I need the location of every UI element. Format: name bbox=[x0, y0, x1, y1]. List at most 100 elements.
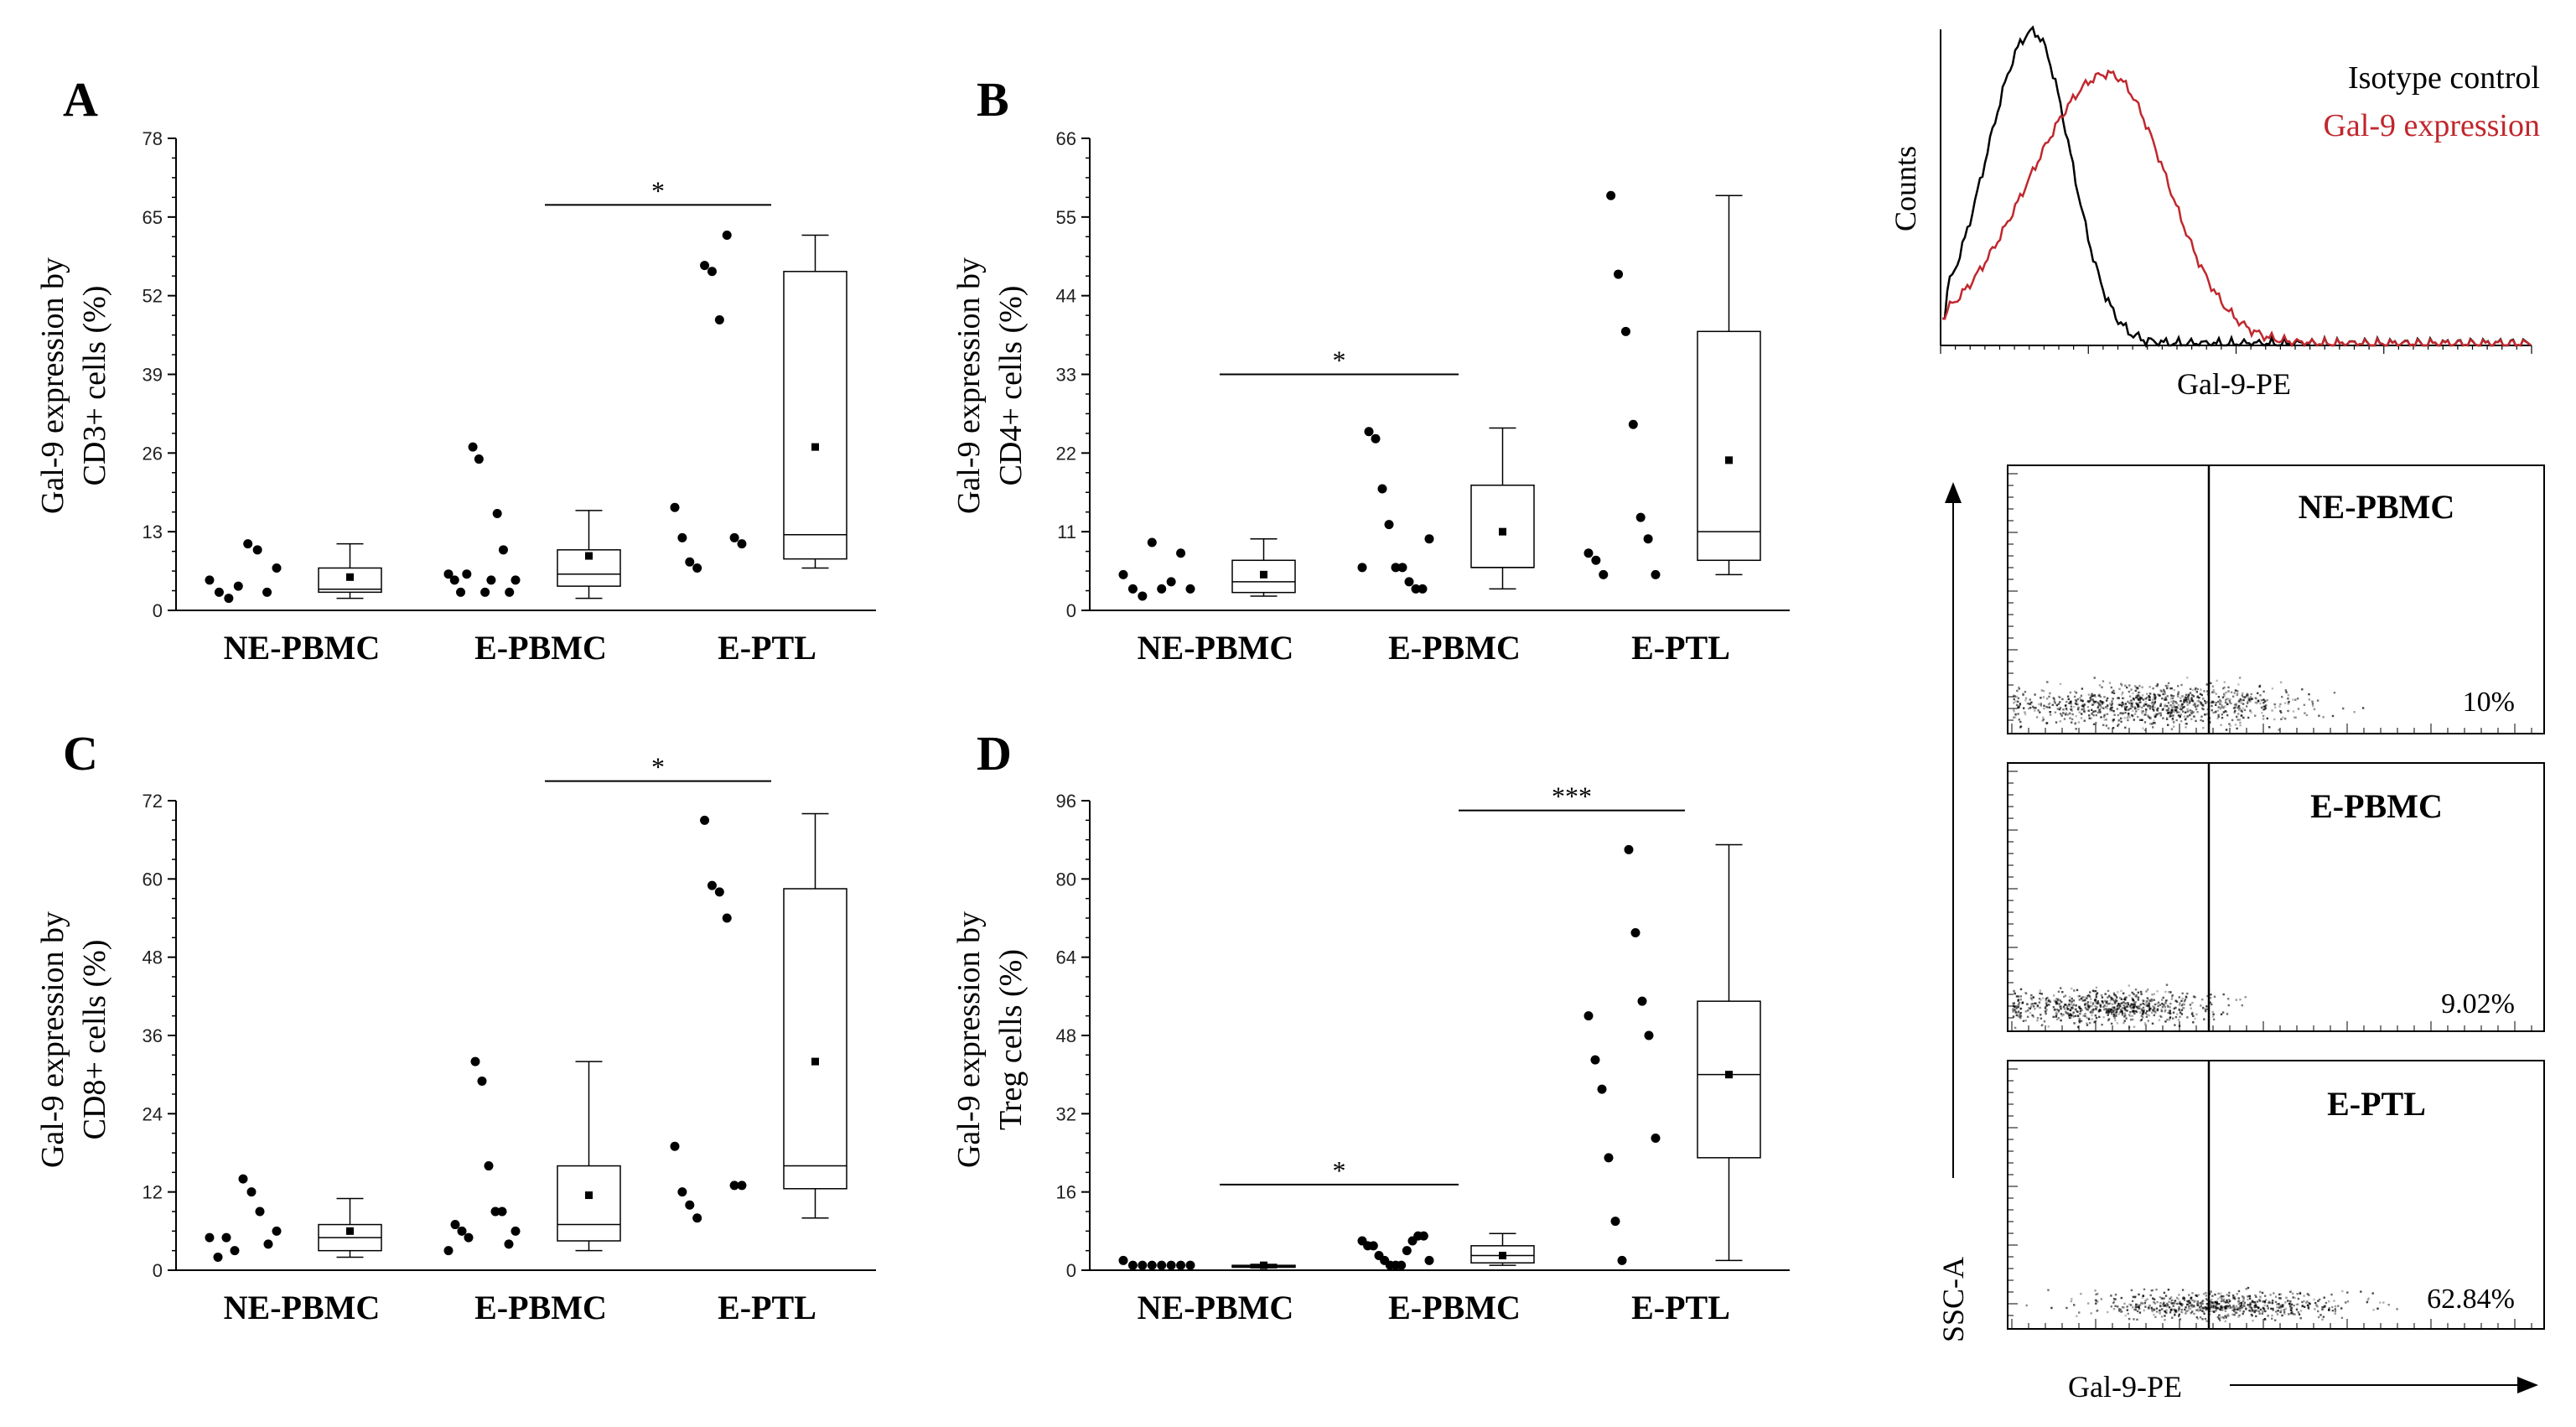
flow-event-dot bbox=[2057, 1017, 2060, 1020]
flow-event-dot bbox=[2186, 703, 2189, 706]
flow-event-dot bbox=[2266, 717, 2268, 720]
flow-event-dot bbox=[2190, 1311, 2192, 1315]
flow-event-dot bbox=[2111, 998, 2113, 1000]
y-tick-label: 48 bbox=[1056, 1025, 1076, 1046]
flow-event-dot bbox=[2276, 1313, 2279, 1315]
flow-event-dot bbox=[2055, 1009, 2058, 1011]
flow-event-dot bbox=[2237, 719, 2239, 721]
flow-event-dot bbox=[2066, 714, 2069, 716]
flow-event-dot bbox=[2148, 1008, 2151, 1011]
flow-event-dot bbox=[2179, 1318, 2182, 1321]
flow-event-dot bbox=[2241, 1004, 2243, 1007]
y-tick-label: 24 bbox=[143, 1103, 163, 1124]
flow-event-dot bbox=[2202, 1293, 2205, 1295]
flow-event-dot bbox=[2055, 998, 2058, 1000]
flow-event-dot bbox=[2057, 998, 2060, 1000]
data-point bbox=[1357, 563, 1367, 573]
flow-event-dot bbox=[2081, 688, 2084, 690]
flow-event-dot bbox=[2123, 1005, 2127, 1008]
flow-event-dot bbox=[2049, 711, 2052, 714]
flow-event-dot bbox=[2202, 1310, 2205, 1313]
flow-event-dot bbox=[2109, 1009, 2112, 1011]
flow-event-dot bbox=[2190, 697, 2193, 699]
flow-event-dot bbox=[2278, 729, 2280, 731]
flow-event-dot bbox=[2224, 1315, 2226, 1317]
flow-event-dot bbox=[2181, 997, 2184, 1000]
flow-event-dot bbox=[2097, 706, 2099, 709]
flow-event-dot bbox=[2143, 704, 2145, 707]
flow-event-dot bbox=[2094, 710, 2097, 713]
flow-event-dot bbox=[2188, 1305, 2190, 1308]
flow-event-dot bbox=[2130, 688, 2133, 691]
flow-event-dot bbox=[2297, 708, 2300, 710]
flow-event-dot bbox=[2014, 713, 2017, 716]
flow-event-dot bbox=[2144, 711, 2148, 714]
flow-event-dot bbox=[2205, 701, 2208, 703]
flow-event-dot bbox=[2078, 999, 2081, 1001]
flow-event-dot bbox=[2187, 710, 2190, 713]
flow-event-dot bbox=[2308, 693, 2310, 696]
data-point bbox=[1185, 584, 1195, 594]
flow-event-dot bbox=[2239, 698, 2242, 701]
data-point bbox=[449, 575, 459, 585]
flow-event-dot bbox=[2254, 1301, 2257, 1305]
y-tick-label: 66 bbox=[1056, 128, 1076, 149]
flow-event-dot bbox=[2140, 1008, 2143, 1010]
flow-event-dot bbox=[2024, 1020, 2027, 1022]
flow-event-dot bbox=[2032, 705, 2034, 708]
flow-event-dot bbox=[2166, 695, 2169, 698]
flow-event-dot bbox=[2154, 1315, 2157, 1318]
flow-event-dot bbox=[2017, 995, 2020, 998]
flow-event-dot bbox=[2156, 1009, 2159, 1012]
flow-event-dot bbox=[2086, 995, 2089, 998]
flow-event-dot bbox=[2152, 1289, 2154, 1292]
flow-event-dot bbox=[2135, 696, 2138, 699]
flow-event-dot bbox=[2200, 693, 2203, 697]
flow-event-dot bbox=[2323, 1305, 2325, 1309]
flow-event-dot bbox=[2138, 694, 2140, 697]
flow-event-dot bbox=[2012, 695, 2015, 698]
flow-event-dot bbox=[2215, 693, 2217, 695]
flow-event-dot bbox=[2243, 1303, 2246, 1306]
flow-event-dot bbox=[2132, 1295, 2134, 1298]
flow-event-dot bbox=[2211, 704, 2213, 708]
data-point bbox=[677, 1187, 687, 1197]
flow-event-dot bbox=[2296, 698, 2299, 700]
flow-event-dot bbox=[2247, 1304, 2249, 1306]
flow-event-dot bbox=[2110, 1295, 2112, 1297]
box-mean-marker bbox=[585, 1191, 593, 1200]
flow-event-dot bbox=[2162, 1302, 2164, 1305]
flow-event-dot bbox=[2196, 1317, 2200, 1321]
flow-event-dot bbox=[2209, 1302, 2211, 1305]
flow-event-dot bbox=[2123, 1020, 2126, 1022]
flow-event-dot bbox=[2081, 699, 2084, 702]
flow-event-dot bbox=[2289, 1305, 2292, 1307]
flow-event-dot bbox=[2121, 1007, 2124, 1009]
significance-label: * bbox=[1333, 1155, 1346, 1186]
flow-event-dot bbox=[2034, 1002, 2038, 1005]
flow-event-dot bbox=[2387, 1304, 2390, 1306]
flow-event-dot bbox=[2095, 1302, 2097, 1305]
flow-event-dot bbox=[2178, 1313, 2180, 1315]
flow-event-dot bbox=[2085, 1008, 2088, 1010]
flow-event-dot bbox=[2142, 1295, 2144, 1297]
flow-event-dot bbox=[2126, 1305, 2128, 1308]
data-point bbox=[729, 532, 739, 542]
flow-event-dot bbox=[2223, 1300, 2226, 1304]
flow-event-dot bbox=[2169, 1015, 2172, 1019]
data-point bbox=[670, 1141, 680, 1151]
flow-event-dot bbox=[2080, 1293, 2082, 1295]
flow-event-dot bbox=[2125, 996, 2128, 999]
flow-event-dot bbox=[2331, 714, 2335, 718]
flow-event-dot bbox=[2253, 1310, 2256, 1314]
flow-event-dot bbox=[2132, 1018, 2134, 1021]
flow-event-dot bbox=[2133, 1002, 2136, 1004]
flow-event-dot bbox=[2057, 1009, 2060, 1012]
flow-event-dot bbox=[2024, 992, 2028, 995]
flow-event-dot bbox=[2272, 1307, 2274, 1310]
flow-event-dot bbox=[2227, 1301, 2230, 1305]
flow-event-dot bbox=[2088, 1021, 2091, 1025]
data-point bbox=[443, 1246, 454, 1256]
flow-event-dot bbox=[2095, 1008, 2097, 1011]
flow-event-dot bbox=[2091, 693, 2093, 695]
